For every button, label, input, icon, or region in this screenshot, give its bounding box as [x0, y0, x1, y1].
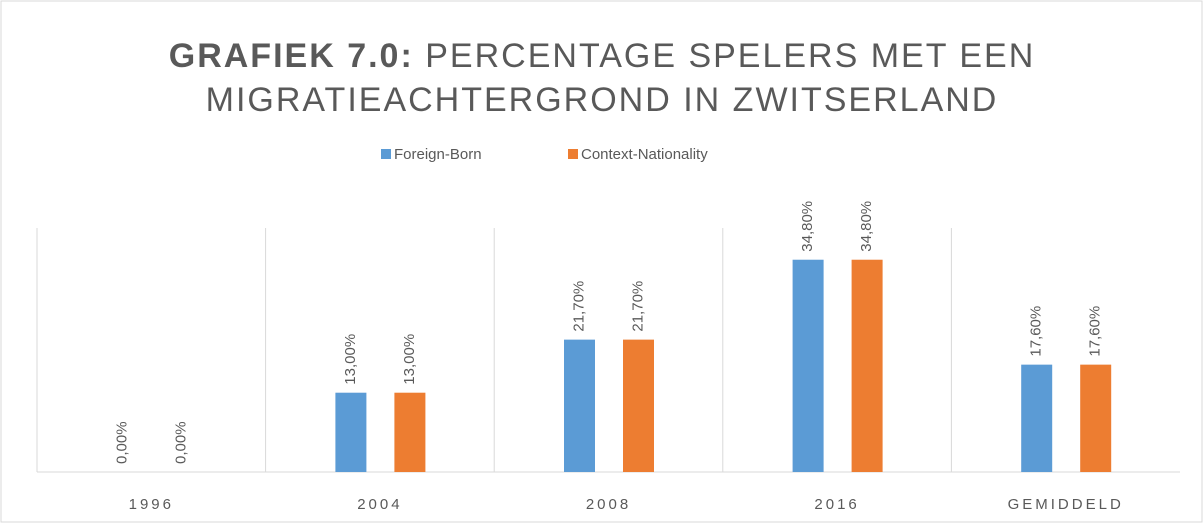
data-label: 21,70%: [629, 281, 646, 332]
x-tick-label: 2008: [586, 496, 631, 513]
x-tick-label: GEMIDDELD: [1008, 496, 1124, 513]
bar: [335, 392, 367, 472]
data-label: 34,80%: [858, 201, 875, 252]
data-label: 13,00%: [342, 334, 359, 385]
bar: [1080, 364, 1112, 472]
x-tick-label: 2004: [357, 496, 402, 513]
bar: [394, 392, 426, 472]
data-label: 21,70%: [570, 281, 587, 332]
bar: [623, 339, 654, 472]
x-tick-label: 1996: [129, 496, 174, 513]
data-label: 17,60%: [1087, 306, 1104, 357]
data-label: 34,80%: [799, 201, 816, 252]
title-label: GRAFIEK 7.0:: [168, 37, 414, 75]
chart-title: GRAFIEK 7.0: PERCENTAGE SPELERS MET EEN …: [102, 34, 1102, 122]
bar: [1021, 364, 1053, 472]
data-label: 17,60%: [1028, 306, 1045, 357]
title-text: PERCENTAGE SPELERS MET EEN MIGRATIEACHTE…: [205, 37, 1036, 119]
bar: [851, 259, 883, 472]
bar: [792, 259, 824, 472]
data-label: 13,00%: [401, 334, 418, 385]
legend-label: Foreign-Born: [394, 146, 482, 163]
legend-swatch: [568, 149, 578, 159]
legend-label: Context-Nationality: [581, 146, 708, 163]
legend-swatch: [381, 149, 391, 159]
data-label: 0,00%: [113, 421, 130, 464]
bar: [564, 339, 595, 472]
x-tick-label: 2016: [814, 496, 859, 513]
data-label: 0,00%: [172, 421, 189, 464]
